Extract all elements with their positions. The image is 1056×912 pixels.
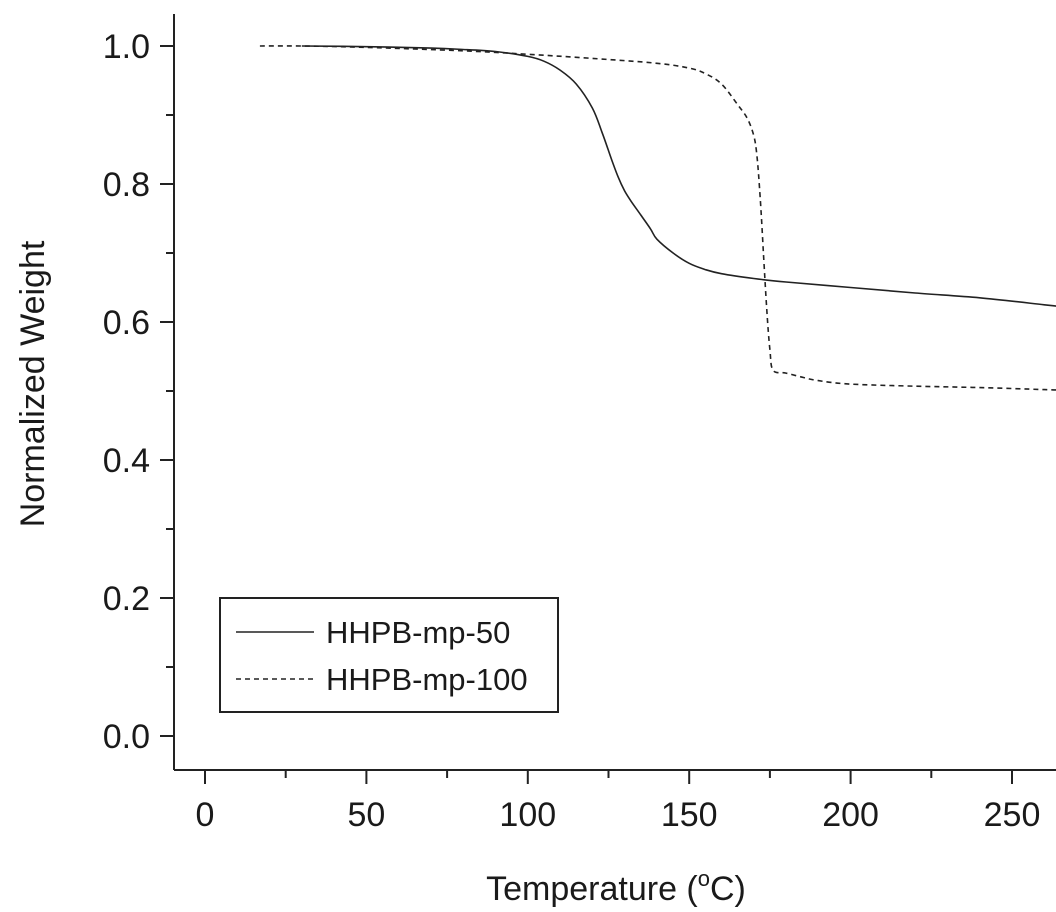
y-tick-label: 0.8 [103, 166, 150, 204]
y-axis-title: Normalized Weight [14, 240, 52, 527]
x-tick-label: 250 [984, 796, 1041, 834]
legend-box [219, 597, 559, 713]
x-axis-title: Temperature (oC) [486, 866, 746, 908]
x-tick-label: 150 [661, 796, 718, 834]
x-tick-label: 0 [196, 796, 215, 834]
y-tick-label: 1.0 [103, 28, 150, 66]
legend-label-1: HHPB-mp-50 [326, 615, 510, 650]
y-tick-label: 0.6 [103, 304, 150, 342]
legend: HHPB-mp-50 HHPB-mp-100 [219, 597, 559, 713]
x-tick-label: 200 [822, 796, 879, 834]
x-axis-title-main: Temperature ( [486, 870, 698, 908]
y-tick-label: 0.4 [103, 442, 150, 480]
x-axis-title-sup: o [698, 866, 710, 891]
series-line-1 [301, 45, 1056, 307]
y-tick-label: 0.2 [103, 580, 150, 618]
legend-label-2: HHPB-mp-100 [326, 662, 528, 697]
series-layer [259, 45, 1056, 391]
x-axis-title-unit: C) [710, 870, 746, 908]
axes: 0 50 100 150 200 250 0.0 0.2 0.4 0.6 0.8 1.0 [103, 14, 1056, 834]
x-tick-label: 50 [347, 796, 385, 834]
series-line-2 [259, 45, 1056, 391]
y-tick-label: 0.0 [103, 718, 150, 756]
x-tick-label: 100 [499, 796, 556, 834]
